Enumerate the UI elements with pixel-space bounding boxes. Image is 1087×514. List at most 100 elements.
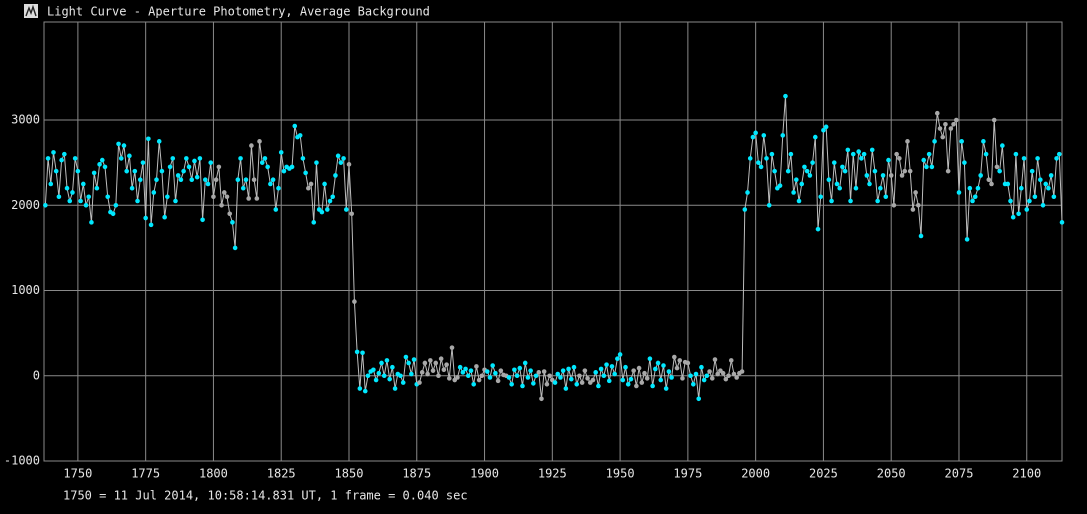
data-point — [991, 117, 997, 123]
data-point — [747, 156, 753, 161]
data-point — [745, 190, 750, 195]
data-point — [387, 376, 392, 382]
data-point — [243, 177, 249, 182]
data-point — [615, 356, 620, 362]
data-point — [460, 370, 466, 375]
data-point — [352, 299, 357, 304]
y-tick-label: 3000 — [11, 113, 40, 127]
data-point — [165, 194, 170, 200]
data-point — [642, 370, 647, 376]
data-point — [1059, 220, 1065, 225]
data-point — [780, 133, 786, 138]
data-point — [883, 194, 889, 200]
data-point — [943, 121, 948, 127]
data-point — [140, 160, 146, 165]
data-point — [428, 358, 433, 363]
data-point — [436, 373, 441, 379]
data-point — [308, 181, 314, 187]
data-point — [956, 190, 962, 195]
data-point — [840, 164, 845, 170]
data-point — [658, 377, 664, 383]
data-point — [859, 156, 864, 161]
data-point — [48, 181, 54, 187]
data-point — [929, 164, 935, 170]
data-point — [143, 215, 148, 221]
data-point — [105, 194, 111, 200]
data-point — [918, 233, 924, 239]
data-point — [916, 202, 921, 208]
chart-title: Light Curve - Aperture Photometry, Avera… — [47, 5, 430, 19]
data-point — [791, 190, 796, 195]
data-point — [701, 377, 707, 383]
data-point — [509, 381, 514, 387]
data-point — [173, 198, 178, 204]
data-point — [796, 198, 802, 204]
data-point — [447, 376, 452, 381]
data-point — [899, 173, 905, 178]
data-point — [91, 170, 97, 176]
data-point — [685, 360, 691, 366]
data-point — [953, 117, 959, 123]
data-point — [756, 160, 761, 165]
data-point — [785, 168, 791, 174]
data-point — [132, 168, 138, 174]
data-point — [823, 124, 829, 130]
x-tick-label: 1950 — [606, 467, 635, 481]
data-point — [1008, 198, 1013, 204]
data-point — [585, 376, 590, 381]
data-point — [864, 173, 870, 178]
data-point — [734, 375, 739, 380]
data-point — [1024, 207, 1030, 212]
data-point — [878, 185, 883, 191]
data-point — [425, 371, 430, 377]
data-point — [216, 164, 222, 170]
data-point — [335, 153, 341, 159]
data-point — [127, 153, 132, 159]
data-point — [810, 160, 815, 165]
data-point — [278, 150, 284, 155]
data-point — [563, 386, 569, 391]
data-point — [83, 202, 89, 208]
x-tick-label: 1850 — [335, 467, 364, 481]
data-point — [894, 151, 899, 157]
data-point — [986, 177, 992, 182]
data-point — [137, 177, 143, 182]
data-point — [246, 196, 251, 201]
data-point — [831, 160, 837, 165]
data-point — [213, 177, 219, 182]
data-point — [596, 383, 601, 389]
data-point — [444, 362, 449, 367]
data-point — [720, 370, 726, 376]
data-point — [531, 381, 536, 386]
app-icon — [24, 4, 38, 18]
data-point — [400, 380, 406, 385]
data-point — [1032, 194, 1038, 200]
data-point — [696, 396, 702, 402]
data-point — [902, 168, 908, 174]
data-point — [826, 177, 832, 182]
data-point — [257, 139, 262, 144]
data-point — [728, 358, 734, 363]
data-point — [455, 375, 460, 380]
y-tick-label: 0 — [33, 368, 40, 382]
data-point — [869, 147, 875, 153]
data-point — [951, 121, 956, 127]
data-point — [579, 380, 585, 385]
data-point — [533, 373, 539, 379]
data-point — [343, 207, 349, 212]
data-point — [520, 383, 525, 389]
data-point — [322, 181, 327, 187]
data-point — [230, 220, 235, 225]
data-point — [967, 185, 973, 191]
data-point — [886, 157, 891, 163]
x-tick-label: 1825 — [267, 467, 296, 481]
data-point — [417, 380, 422, 385]
data-point — [945, 168, 951, 174]
data-point — [45, 156, 51, 161]
data-point — [663, 386, 669, 391]
data-point — [693, 371, 699, 377]
data-point — [289, 164, 295, 170]
data-point — [699, 364, 704, 370]
data-point — [856, 149, 861, 154]
